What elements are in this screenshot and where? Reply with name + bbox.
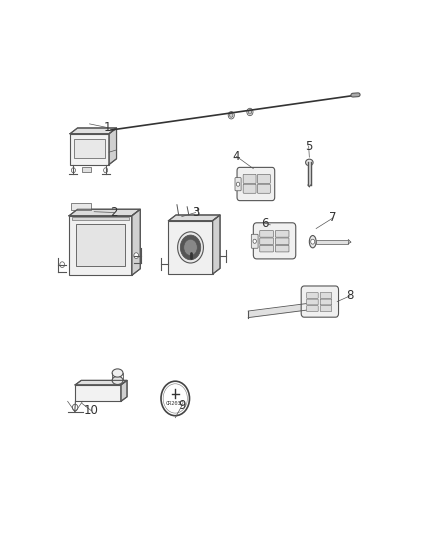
Polygon shape (69, 209, 140, 216)
Text: 9: 9 (178, 399, 186, 412)
FancyBboxPatch shape (276, 231, 289, 237)
FancyBboxPatch shape (301, 286, 339, 317)
Text: 8: 8 (346, 289, 354, 302)
Bar (82, 167, 92, 172)
FancyBboxPatch shape (316, 240, 348, 244)
Circle shape (104, 168, 108, 173)
Circle shape (71, 168, 75, 173)
Circle shape (311, 239, 315, 244)
Bar (75, 385, 121, 401)
Ellipse shape (306, 159, 313, 166)
FancyBboxPatch shape (320, 306, 332, 311)
FancyBboxPatch shape (258, 184, 270, 193)
FancyBboxPatch shape (307, 306, 318, 311)
Circle shape (161, 381, 190, 416)
Circle shape (184, 239, 197, 256)
FancyBboxPatch shape (251, 235, 258, 248)
Polygon shape (212, 215, 220, 274)
Ellipse shape (112, 376, 123, 384)
Text: 7: 7 (329, 212, 337, 224)
FancyBboxPatch shape (253, 223, 296, 259)
Circle shape (247, 108, 253, 116)
Text: 5: 5 (305, 140, 312, 152)
Circle shape (180, 235, 201, 260)
Bar (72, 216, 129, 220)
FancyBboxPatch shape (235, 177, 241, 191)
Text: 3: 3 (192, 206, 199, 219)
Polygon shape (121, 381, 127, 401)
Polygon shape (70, 128, 117, 134)
Circle shape (163, 384, 187, 413)
Polygon shape (109, 128, 117, 165)
Text: 6: 6 (261, 217, 269, 230)
Text: 1: 1 (104, 121, 111, 134)
FancyBboxPatch shape (243, 174, 256, 183)
Text: 2: 2 (110, 206, 118, 219)
Circle shape (237, 182, 240, 186)
Text: CR2032: CR2032 (166, 401, 185, 406)
Polygon shape (132, 209, 140, 276)
FancyBboxPatch shape (260, 231, 273, 237)
Circle shape (134, 253, 138, 259)
FancyBboxPatch shape (260, 238, 273, 245)
Polygon shape (75, 381, 127, 385)
Circle shape (178, 232, 203, 263)
Circle shape (248, 110, 251, 114)
FancyBboxPatch shape (320, 299, 332, 305)
Bar (169, 221, 212, 274)
Bar (70, 134, 109, 165)
FancyBboxPatch shape (276, 238, 289, 245)
FancyBboxPatch shape (307, 293, 318, 298)
Circle shape (228, 111, 234, 119)
Bar (71, 203, 91, 211)
Ellipse shape (309, 236, 316, 248)
Circle shape (60, 262, 64, 268)
Bar (74, 139, 105, 158)
Bar (69, 216, 132, 276)
FancyBboxPatch shape (320, 293, 332, 298)
FancyBboxPatch shape (276, 245, 289, 252)
Circle shape (72, 404, 78, 411)
Circle shape (230, 113, 233, 117)
FancyBboxPatch shape (260, 245, 273, 252)
Ellipse shape (112, 369, 123, 377)
Text: 10: 10 (84, 404, 99, 417)
FancyBboxPatch shape (258, 174, 270, 183)
Bar (76, 224, 125, 266)
Circle shape (253, 239, 256, 243)
Text: 4: 4 (233, 150, 240, 163)
FancyBboxPatch shape (243, 184, 256, 193)
FancyBboxPatch shape (307, 299, 318, 305)
Polygon shape (169, 215, 220, 221)
FancyBboxPatch shape (237, 167, 275, 200)
